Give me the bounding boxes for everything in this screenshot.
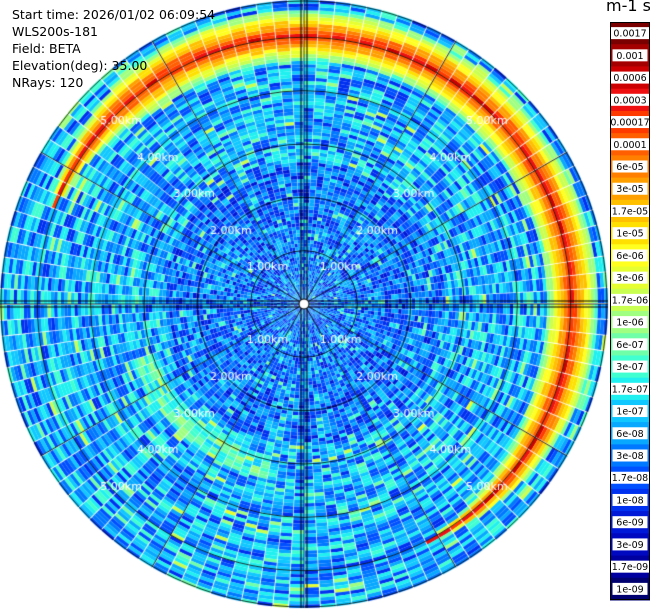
colorbar-tick: 1e-08 [612, 493, 648, 506]
colorbar-tick: 6e-06 [612, 249, 648, 262]
instrument-text: WLS200s-181 [12, 24, 98, 39]
colorbar-tick-label: 3e-06 [616, 273, 643, 284]
colorbar-title: m-1 sr-1 [606, 0, 650, 15]
colorbar-tick-label: 1e-05 [616, 229, 643, 240]
colorbar-tick-label: 1e-06 [616, 318, 643, 329]
colorbar-tick-label: 3e-05 [616, 184, 643, 195]
colorbar-tick: 0.00017 [610, 116, 650, 129]
colorbar-tick: 6e-08 [612, 427, 648, 440]
colorbar-tick-label: 3e-08 [616, 451, 643, 462]
colorbar-tick: 3e-08 [612, 449, 648, 462]
colorbar-tick: 6e-07 [612, 338, 648, 351]
colorbar-tick: 1e-07 [612, 405, 648, 418]
colorbar-tick-label: 1.7e-09 [612, 562, 648, 573]
colorbar-tick-label: 6e-09 [616, 518, 643, 529]
elevation-text: Elevation(deg): 35.00 [12, 58, 148, 73]
colorbar-tick: 3e-07 [612, 360, 648, 373]
colorbar-tick-label: 1.7e-05 [612, 206, 648, 217]
colorbar-tick: 1.7e-08 [610, 471, 650, 484]
colorbar-tick-label: 0.001 [616, 51, 643, 62]
nrays-text: NRays: 120 [12, 75, 84, 90]
colorbar: 0.0017 0.001 0.0006 0.0003 0.00017 0.0001 6e-0… [610, 22, 650, 601]
colorbar-tick-label: 1.7e-08 [612, 473, 648, 484]
colorbar-tick-label: 6e-05 [616, 162, 643, 173]
scan-info: Start time: 2026/01/02 06:09:54 WLS200s-… [12, 6, 215, 91]
colorbar-tick-label: 1e-07 [616, 407, 643, 418]
colorbar-tick-label: 0.0006 [613, 73, 646, 84]
start-time-text: Start time: 2026/01/02 06:09:54 [12, 7, 216, 22]
colorbar-tick-label: 3e-09 [616, 540, 643, 551]
colorbar-tick: 0.001 [612, 49, 648, 62]
colorbar-tick: 1.7e-05 [610, 204, 650, 217]
colorbar-tick-label: 0.0003 [613, 95, 646, 106]
colorbar-tick-label: 1.7e-07 [612, 384, 648, 395]
colorbar-tick-label: 6e-08 [616, 429, 643, 440]
colorbar-tick: 1.7e-09 [610, 560, 650, 573]
colorbar-tick: 3e-05 [612, 182, 648, 195]
colorbar-tick-label: 6e-07 [616, 340, 643, 351]
colorbar-tick: 0.0003 [610, 93, 650, 106]
colorbar-tick: 6e-05 [612, 160, 648, 173]
colorbar-tick: 1e-06 [612, 316, 648, 329]
colorbar-tick: 0.0006 [610, 71, 650, 84]
colorbar-tick: 3e-06 [612, 271, 648, 284]
field-text: Field: BETA [12, 41, 81, 56]
colorbar-tick-label: 1e-08 [616, 495, 643, 506]
colorbar-tick-label: 0.0001 [613, 140, 646, 151]
colorbar-tick-label: 0.0017 [613, 29, 646, 40]
colorbar-tick-label: 1e-09 [616, 584, 643, 595]
colorbar-tick-label: 6e-06 [616, 251, 643, 262]
colorbar-tick: 1.7e-06 [610, 293, 650, 306]
colorbar-tick-label: 1.7e-06 [612, 295, 648, 306]
colorbar-tick-label: 0.00017 [610, 118, 649, 129]
colorbar-tick-label: 3e-07 [616, 362, 643, 373]
colorbar-tick: 1e-05 [612, 227, 648, 240]
colorbar-tick: 0.0001 [610, 138, 650, 151]
colorbar-tick: 1.7e-07 [610, 382, 650, 395]
colorbar-tick: 0.0017 [610, 27, 650, 40]
colorbar-tick: 1e-09 [612, 582, 648, 595]
colorbar-tick: 3e-09 [612, 538, 648, 551]
colorbar-tick: 6e-09 [612, 516, 648, 529]
